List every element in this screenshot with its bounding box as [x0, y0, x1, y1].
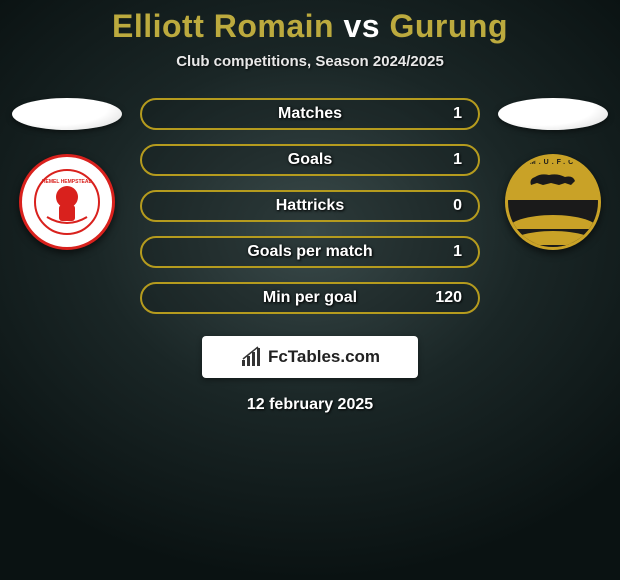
left-flag-icon — [12, 98, 122, 130]
crest-left-svg: HEMEL HEMPSTEAD — [32, 167, 102, 237]
date-text: 12 february 2025 — [0, 396, 620, 414]
stat-row-hattricks: Hattricks 0 — [140, 190, 480, 222]
stat-label: Goals — [188, 151, 432, 169]
stat-right-value: 1 — [432, 151, 462, 169]
stat-row-goals-per-match: Goals per match 1 — [140, 236, 480, 268]
crest-right-text: M.U.F.C — [508, 159, 598, 166]
main-row: HEMEL HEMPSTEAD Matches 1 Goals 1 Hattri… — [0, 98, 620, 314]
stat-right-value: 0 — [432, 197, 462, 215]
brand-box[interactable]: FcTables.com — [202, 336, 418, 378]
stat-row-min-per-goal: Min per goal 120 — [140, 282, 480, 314]
bar-chart-icon — [240, 346, 262, 368]
lion-icon — [525, 167, 581, 191]
stat-right-value: 120 — [432, 289, 462, 307]
stat-right-value: 1 — [432, 243, 462, 261]
stat-label: Goals per match — [188, 243, 432, 261]
stat-label: Hattricks — [188, 197, 432, 215]
stat-label: Matches — [188, 105, 432, 123]
svg-text:HEMEL HEMPSTEAD: HEMEL HEMPSTEAD — [42, 179, 93, 185]
stats-column: Matches 1 Goals 1 Hattricks 0 Goals per … — [140, 98, 480, 314]
left-club-crest-icon: HEMEL HEMPSTEAD — [19, 154, 115, 250]
title-player2: Gurung — [389, 8, 508, 44]
title-player1: Elliott Romain — [112, 8, 334, 44]
wave-icon — [508, 231, 598, 245]
wave-icon — [508, 215, 598, 229]
stat-label: Min per goal — [188, 289, 432, 307]
right-club-crest-icon: M.U.F.C — [505, 154, 601, 250]
right-side: M.U.F.C — [498, 98, 608, 250]
stat-row-matches: Matches 1 — [140, 98, 480, 130]
page-title: Elliott Romain vs Gurung — [0, 8, 620, 45]
stat-right-value: 1 — [432, 105, 462, 123]
stat-row-goals: Goals 1 — [140, 144, 480, 176]
left-side: HEMEL HEMPSTEAD — [12, 98, 122, 250]
right-flag-icon — [498, 98, 608, 130]
content-container: Elliott Romain vs Gurung Club competitio… — [0, 0, 620, 580]
subtitle: Club competitions, Season 2024/2025 — [0, 53, 620, 70]
title-vs: vs — [343, 8, 380, 44]
brand-text: FcTables.com — [268, 347, 380, 367]
